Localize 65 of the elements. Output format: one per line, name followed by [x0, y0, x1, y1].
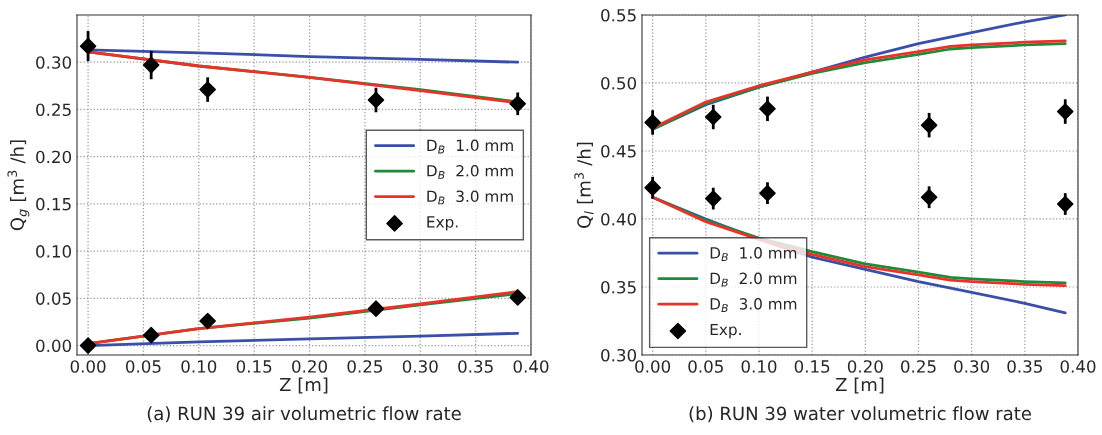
- y-tick-label: 0.20: [36, 150, 72, 164]
- point: [199, 81, 216, 98]
- x-tick-label: 0.25: [901, 360, 936, 373]
- x-tick-label: 0.15: [794, 360, 830, 373]
- x-tick-label: 0.00: [70, 360, 106, 373]
- point: [1056, 195, 1074, 213]
- legend-label: D$_{B}$ 1.0 mm: [710, 247, 797, 261]
- point: [704, 108, 722, 126]
- point: [759, 184, 776, 202]
- y-tick-label: 0.55: [601, 8, 636, 22]
- legend-label: D$_{B}$ 3.0 mm: [427, 190, 513, 205]
- x-tick-label: 0.20: [847, 360, 883, 373]
- legend-label: D$_{B}$ 3.0 mm: [710, 298, 797, 312]
- x-axis-title: Z [m]: [835, 377, 884, 394]
- y-tick-label: 0.45: [601, 144, 636, 158]
- x-tick-label: 0.00: [635, 360, 671, 373]
- text: (a) RUN 39 air volumetric flow rate: [147, 406, 461, 423]
- point: [759, 100, 776, 118]
- point: [142, 326, 160, 344]
- point: [142, 56, 160, 74]
- point: [509, 289, 527, 306]
- y-tick-label: 0.15: [36, 197, 71, 211]
- x-tick-label: 0.30: [954, 360, 990, 373]
- point: [920, 188, 938, 206]
- point: [644, 114, 661, 131]
- point: [1056, 103, 1074, 120]
- point: [79, 37, 97, 55]
- x-tick-label: 0.10: [741, 360, 777, 373]
- y-tick-label: 0.50: [601, 76, 637, 90]
- y-tick-label: 0.35: [601, 280, 636, 294]
- legend-label: D$_{B}$ 1.0 mm: [427, 139, 513, 154]
- legend-label: D$_{B}$ 2.0 mm: [710, 272, 797, 287]
- point: [644, 179, 661, 197]
- x-tick-label: 0.15: [236, 360, 272, 373]
- x-tick-label: 0.35: [1007, 360, 1042, 373]
- y-axis-title: Q$_{g}$ [m$^{3}$ /h]: [7, 140, 30, 231]
- text: (b) RUN 39 water volumetric flow rate: [689, 406, 1031, 423]
- y-tick-label: 0.05: [36, 292, 71, 305]
- x-tick-label: 0.35: [458, 360, 493, 373]
- x-tick-label: 0.05: [688, 360, 723, 373]
- x-tick-label: 0.05: [125, 360, 161, 373]
- x-tick-label: 0.25: [347, 360, 382, 373]
- y-tick-label: 0.00: [36, 339, 72, 353]
- point: [367, 300, 385, 318]
- y-tick-label: 0.30: [601, 348, 637, 362]
- point: [199, 312, 216, 330]
- y-tick-label: 0.30: [36, 56, 72, 69]
- x-tick-label: 0.10: [181, 360, 217, 373]
- point: [79, 337, 97, 354]
- point: [920, 116, 938, 134]
- x-tick-label: 0.40: [513, 360, 549, 373]
- x-tick-label: 0.40: [1060, 360, 1096, 373]
- point: [367, 91, 385, 109]
- y-tick-label: 0.40: [601, 212, 637, 226]
- y-tick-label: 0.25: [36, 103, 71, 117]
- x-tick-label: 0.20: [292, 360, 327, 373]
- legend-label: Exp.: [710, 323, 741, 339]
- point: [704, 190, 722, 207]
- legend-label: Exp.: [427, 216, 458, 231]
- x-tick-label: 0.30: [402, 360, 438, 373]
- x-axis-title: Z [m]: [279, 377, 328, 394]
- y-tick-label: 0.10: [36, 245, 72, 258]
- point: [509, 95, 527, 113]
- y-axis-title: Q$_{l}$ [m$^{3}$ /h]: [574, 142, 594, 228]
- legend-label: D$_{B}$ 2.0 mm: [427, 165, 513, 179]
